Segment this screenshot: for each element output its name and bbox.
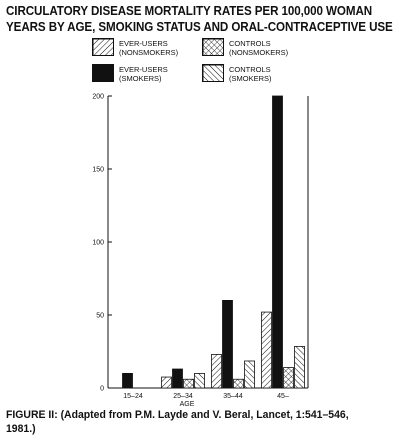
y-tick-label: 0 (100, 386, 104, 393)
legend-swatch-diagonal (92, 38, 114, 56)
legend-item-controls-smokers: CONTROLS (SMOKERS) (202, 64, 299, 83)
title-line-2: YEARS BY AGE, SMOKING STATUS AND ORAL-CO… (6, 20, 393, 34)
y-tick-label: 100 (92, 240, 104, 247)
legend-item-controls-nonsmokers: CONTROLS (NONSMOKERS) (202, 38, 299, 57)
legend-swatch-solid (92, 64, 114, 82)
bar (294, 345, 305, 389)
legend-item-ever-smokers: EVER-USERS (SMOKERS) (92, 64, 189, 83)
legend-label-controls-smokers: CONTROLS (SMOKERS) (229, 64, 299, 83)
legend-line: (SMOKERS) (229, 74, 272, 83)
chart-title: CIRCULATORY DISEASE MORTALITY RATES PER … (6, 3, 393, 35)
bar (244, 360, 255, 389)
x-axis-label: AGE (180, 401, 195, 408)
legend-line: CONTROLS (229, 39, 271, 48)
bar (122, 372, 133, 389)
bar (283, 367, 294, 389)
plot-area: 0 50 100 150 200 15–24 25–34 35–44 45– AGE (92, 94, 309, 408)
figure-caption: FIGURE II: (Adapted from P.M. Layde and … (6, 408, 378, 436)
caption-line-2: 1981.) (6, 423, 36, 435)
bar (183, 378, 194, 389)
legend-swatch-backdiagonal (202, 64, 224, 82)
legend-line: (NONSMOKERS) (229, 48, 289, 57)
y-tick-label: 150 (92, 167, 104, 174)
legend-line: EVER-USERS (119, 65, 168, 74)
caption-line-1: FIGURE II: (Adapted from P.M. Layde and … (6, 409, 349, 421)
bar (194, 372, 205, 389)
legend-item-ever-nonsmokers: EVER-USERS (NONSMOKERS) (92, 38, 189, 57)
bar (272, 95, 283, 389)
legend-line: EVER-USERS (119, 39, 168, 48)
bar (161, 376, 172, 389)
legend-swatch-crosshatch (202, 38, 224, 56)
legend-label-controls-nonsmokers: CONTROLS (NONSMOKERS) (229, 38, 299, 57)
legend-label-ever-nonsmokers: EVER-USERS (NONSMOKERS) (119, 38, 189, 57)
x-tick-label: 15–24 (123, 393, 143, 400)
x-tick-label: 45– (277, 393, 289, 400)
bar (233, 378, 244, 389)
bar (172, 368, 183, 389)
legend-label-ever-smokers: EVER-USERS (SMOKERS) (119, 64, 189, 83)
y-tick-label: 50 (96, 313, 104, 320)
legend-line: (SMOKERS) (119, 74, 162, 83)
legend-line: CONTROLS (229, 65, 271, 74)
bar (261, 311, 272, 389)
legend-line: (NONSMOKERS) (119, 48, 179, 57)
title-line-1: CIRCULATORY DISEASE MORTALITY RATES PER … (6, 4, 373, 18)
y-tick-label: 200 (92, 94, 104, 101)
x-tick-label: 35–44 (223, 393, 243, 400)
bar (222, 299, 233, 389)
bar (211, 354, 222, 389)
x-tick-label: 25–34 (173, 393, 193, 400)
